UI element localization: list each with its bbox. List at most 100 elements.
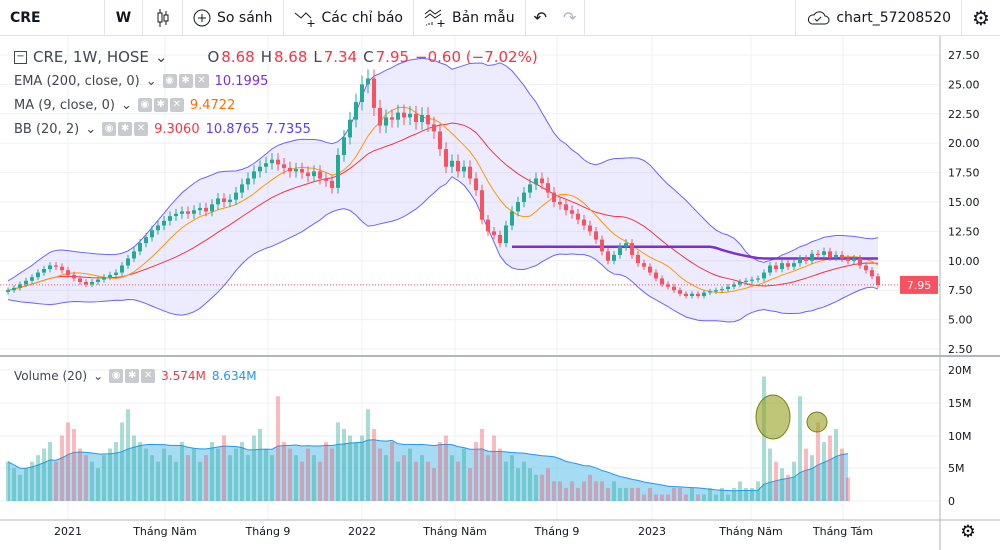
candle-body <box>12 287 16 291</box>
settings-gear-icon[interactable]: ⚙ <box>960 522 975 542</box>
volume-label[interactable]: Volume (20) <box>14 369 88 383</box>
price-tick-label: 25.00 <box>948 78 980 91</box>
redo-button[interactable]: ↷ <box>555 0 586 36</box>
candle-body <box>864 265 868 271</box>
ma-label[interactable]: MA (9, close, 0) <box>14 97 115 113</box>
candle-body <box>360 84 364 103</box>
chart-type-button[interactable] <box>143 0 183 36</box>
volume-bar <box>264 448 268 501</box>
candle-body <box>186 211 190 214</box>
volume-bar <box>186 455 190 501</box>
chevron-down-icon[interactable]: ⌄ <box>120 97 132 113</box>
symbol-search-button[interactable]: CRE <box>0 0 105 36</box>
price-tick-label: 22.50 <box>948 108 980 121</box>
candle <box>624 239 628 251</box>
volume-bar <box>234 448 238 501</box>
eye-icon[interactable]: ◉ <box>102 122 117 136</box>
candle-body <box>228 199 232 202</box>
candle-body <box>354 102 358 120</box>
interval-button[interactable]: W <box>105 0 143 36</box>
collapse-icon[interactable]: − <box>14 50 27 64</box>
candle-body <box>444 149 448 167</box>
candle <box>516 196 520 217</box>
volume-bar <box>174 461 178 501</box>
gear-icon[interactable]: ✱ <box>125 369 140 383</box>
volume-tick-label: 5M <box>948 462 965 475</box>
candle-body <box>558 202 562 205</box>
volume-bar <box>222 435 226 501</box>
volume-bar <box>78 448 82 501</box>
settings-button[interactable]: ⚙ <box>962 0 1000 36</box>
candle-body <box>108 274 112 278</box>
candle <box>528 178 532 199</box>
ema-label[interactable]: EMA (200, close, 0) <box>14 73 140 89</box>
volume-bar <box>12 468 16 501</box>
candle-body <box>60 266 64 271</box>
compare-button[interactable]: So sánh <box>183 0 284 36</box>
candle-body <box>384 117 388 126</box>
candle-body <box>234 192 238 200</box>
volume-bar <box>810 455 814 501</box>
candle <box>12 285 16 293</box>
price-tick-label: 7.50 <box>948 284 973 297</box>
volume-bar <box>702 494 706 501</box>
volume-bar <box>720 487 724 501</box>
volume-bar <box>738 481 742 501</box>
close-icon[interactable]: ✕ <box>194 74 209 88</box>
candle <box>138 239 142 256</box>
candle-body <box>786 263 790 267</box>
candle <box>294 162 298 178</box>
volume-bar <box>360 435 364 501</box>
candle <box>30 274 34 284</box>
volume-bar <box>516 468 520 501</box>
chevron-down-icon[interactable]: ⌄ <box>93 369 104 383</box>
chevron-down-icon[interactable]: ⌄ <box>85 121 97 137</box>
chevron-down-icon[interactable]: ⌄ <box>145 73 157 89</box>
gear-icon[interactable]: ✱ <box>153 98 168 112</box>
candle-body <box>762 272 766 279</box>
volume-bar <box>798 396 802 501</box>
volume-bar <box>336 422 340 501</box>
candle <box>648 263 652 276</box>
top-toolbar: CRE W So sánh Các chỉ báo Bản mẫu ↶ ↷ ch… <box>0 0 1000 36</box>
candle <box>24 277 28 288</box>
candle <box>384 109 388 134</box>
volume-bar <box>96 468 100 501</box>
volume-bar <box>288 448 292 501</box>
candle <box>576 208 580 225</box>
candle-body <box>564 204 568 211</box>
eye-icon[interactable]: ◉ <box>137 98 152 112</box>
close-icon[interactable]: ✕ <box>169 98 184 112</box>
candle-body <box>462 166 466 172</box>
eye-icon[interactable]: ◉ <box>109 369 124 383</box>
close-icon[interactable]: ✕ <box>141 369 156 383</box>
undo-icon: ↶ <box>533 8 547 27</box>
candle-body <box>126 258 130 266</box>
gear-icon[interactable]: ✱ <box>178 74 193 88</box>
chart-name-button[interactable]: chart_57208520 <box>795 0 962 36</box>
templates-button[interactable]: Bản mẫu <box>414 0 526 36</box>
candle-body <box>312 171 316 177</box>
bb-label[interactable]: BB (20, 2) <box>14 121 80 137</box>
chart-canvas[interactable]: 27.50 25.00 22.50 20.00 17.50 15.00 12.50 10.00… <box>0 36 1000 550</box>
undo-button[interactable]: ↶ <box>526 0 555 36</box>
eye-icon[interactable]: ◉ <box>162 74 177 88</box>
indicators-button[interactable]: Các chỉ báo <box>284 0 414 36</box>
gear-icon[interactable]: ✱ <box>118 122 133 136</box>
candle <box>240 178 244 199</box>
candle-body <box>798 258 802 264</box>
volume-bar <box>276 396 280 501</box>
candle-body <box>276 159 280 165</box>
volume-bar <box>732 487 736 501</box>
close-icon[interactable]: ✕ <box>134 122 149 136</box>
volume-bar <box>270 455 274 501</box>
chevron-down-icon[interactable]: ⌄ <box>154 48 168 66</box>
volume-bar <box>564 487 568 501</box>
bb-upper-line <box>7 57 879 282</box>
series-title[interactable]: CRE, 1W, HOSE <box>33 48 149 66</box>
volume-bar <box>282 442 286 501</box>
volume-bar <box>306 448 310 501</box>
candle-body <box>744 280 748 282</box>
volume-bar <box>420 455 424 501</box>
bb-upper-value: 10.8765 <box>205 121 260 137</box>
